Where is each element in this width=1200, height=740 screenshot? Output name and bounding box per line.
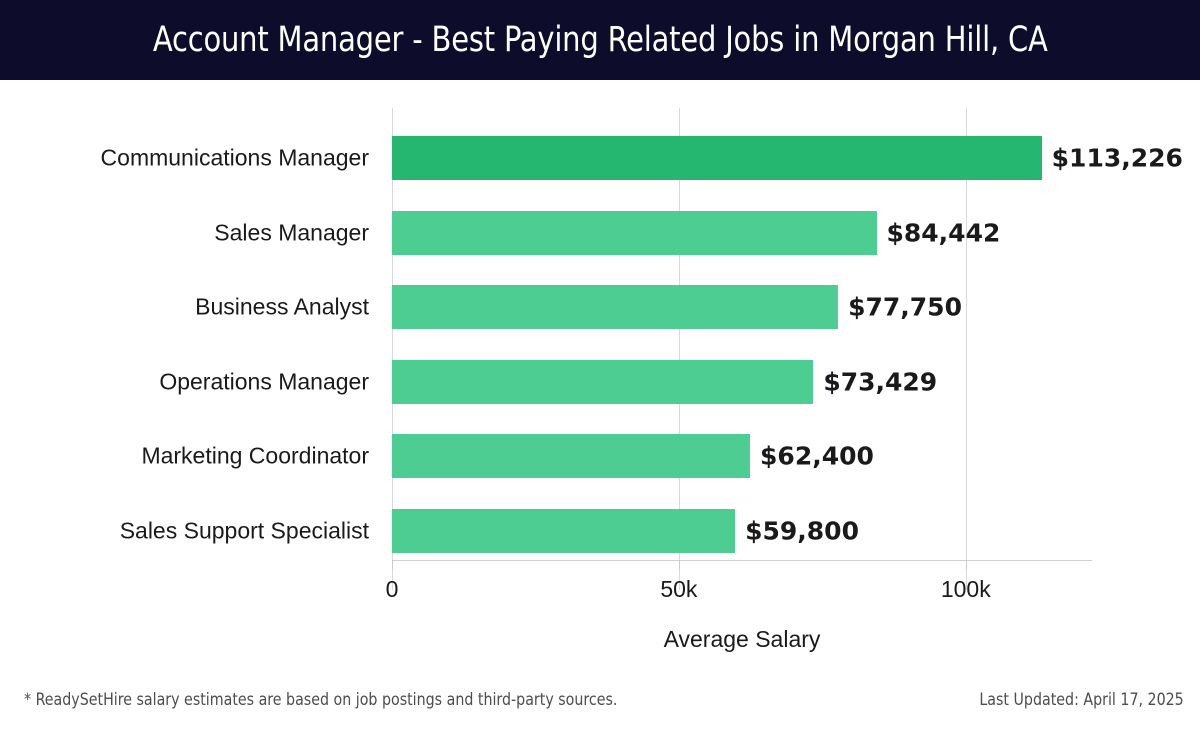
bar[interactable] [392, 508, 736, 553]
x-tick-mark [678, 560, 680, 569]
bar-row: Sales Support Specialist $59,800 [0, 508, 1200, 553]
x-tick-label: 0 [385, 576, 399, 602]
x-tick-mark [392, 560, 393, 569]
bar-value-label: $59,800 [745, 516, 859, 545]
footer-disclaimer: * ReadySetHire salary estimates are base… [24, 690, 618, 710]
category-label-wrap: Sales Manager [0, 211, 392, 255]
footer-last-updated: Last Updated: April 17, 2025 [979, 690, 1184, 710]
gridline [678, 108, 680, 590]
category-label: Sales Manager [214, 219, 369, 245]
bar[interactable] [392, 434, 751, 478]
gridline [392, 108, 393, 590]
bar-row: Marketing Coordinator $62,400 [0, 434, 1200, 478]
footer: * ReadySetHire salary estimates are base… [0, 690, 1200, 740]
bar-row: Business Analyst $77,750 [0, 285, 1200, 329]
category-label-wrap: Communications Manager [0, 136, 392, 180]
bar[interactable] [392, 359, 814, 404]
category-label: Marketing Coordinator [141, 442, 369, 469]
category-label-wrap: Operations Manager [0, 360, 392, 404]
x-axis-line [392, 560, 1092, 561]
category-label: Operations Manager [159, 368, 369, 394]
bar-value-label: $73,429 [823, 367, 938, 396]
category-label: Sales Support Specialist [119, 517, 369, 543]
x-axis-title: Average Salary [663, 626, 821, 652]
gridline [965, 108, 967, 590]
bar[interactable] [392, 210, 877, 255]
chart-plot-area: Communications Manager $113,226 Sales Mana… [0, 80, 1200, 660]
bar-row: Communications Manager $113,226 [0, 136, 1200, 180]
header-bar: Account Manager - Best Paying Related Jo… [0, 0, 1200, 80]
bar-value-label: $77,750 [848, 292, 962, 322]
bar[interactable] [392, 285, 839, 329]
bar-row: Operations Manager $73,429 [0, 359, 1200, 404]
bar-value-label: $62,400 [760, 441, 874, 471]
bar-value-label: $84,442 [886, 218, 1001, 247]
x-tick-label: 100k [940, 576, 991, 602]
bar-row: Sales Manager $84,442 [0, 210, 1200, 255]
category-label: Communications Manager [100, 144, 369, 171]
x-tick-mark [965, 560, 967, 569]
category-label-wrap: Business Analyst [0, 285, 392, 329]
category-label-wrap: Marketing Coordinator [0, 434, 392, 478]
category-label-wrap: Sales Support Specialist [0, 509, 392, 553]
bar[interactable] [392, 136, 1042, 180]
x-tick-label: 50k [660, 576, 698, 602]
page-title: Account Manager - Best Paying Related Jo… [152, 20, 1048, 60]
category-label: Business Analyst [195, 293, 369, 320]
bar-value-label: $113,226 [1051, 143, 1183, 173]
